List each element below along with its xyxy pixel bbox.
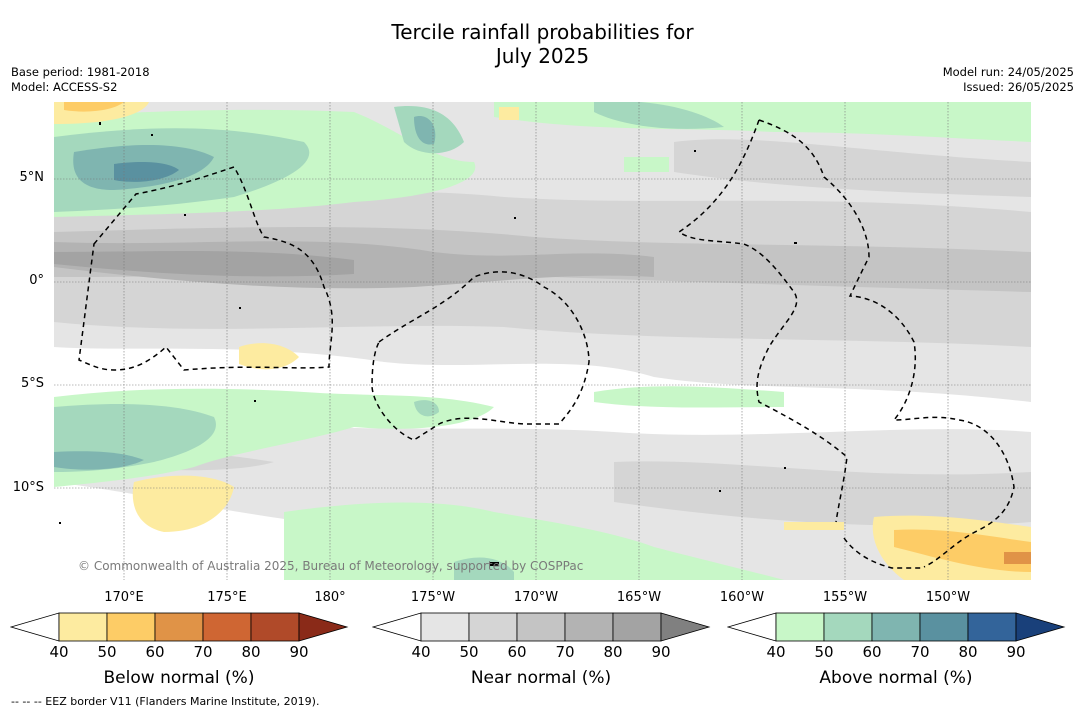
cb-near-tick-60: 60 <box>507 643 527 661</box>
cb-below-title: Below normal (%) <box>103 668 255 688</box>
cb-near-seg-1 <box>420 612 470 642</box>
colorbar-near <box>372 612 711 642</box>
cb-below-seg-6 <box>298 612 349 642</box>
cb-above-seg-2 <box>823 612 873 642</box>
lon-label-175w: 175°W <box>410 590 456 605</box>
lat-label-5n: 5°N <box>19 170 45 185</box>
cb-below-seg-1 <box>58 612 108 642</box>
base-period: Base period: 1981-2018 <box>11 65 150 79</box>
lon-label-155w: 155°W <box>822 590 868 605</box>
cb-below-seg-0 <box>10 612 60 642</box>
lon-label-170e: 170°E <box>104 590 144 605</box>
lon-label-150w: 150°W <box>925 590 971 605</box>
cb-near-seg-4 <box>564 612 614 642</box>
cb-above-title: Above normal (%) <box>819 668 973 688</box>
cb-near-tick-50: 50 <box>459 643 479 661</box>
issued-date: Issued: 26/05/2025 <box>963 80 1074 94</box>
cb-near-tick-70: 70 <box>555 643 575 661</box>
meta-left: Base period: 1981-2018 Model: ACCESS-S2 <box>11 65 150 95</box>
cb-above-seg-6 <box>1015 612 1066 642</box>
cb-above-tick-40: 40 <box>766 643 786 661</box>
cb-below-tick-40: 40 <box>49 643 69 661</box>
cb-near-seg-3 <box>516 612 566 642</box>
lat-label-5s: 5°S <box>20 376 44 391</box>
cb-below-tick-50: 50 <box>97 643 117 661</box>
cb-above-tick-70: 70 <box>910 643 930 661</box>
title-line-2: July 2025 <box>495 44 590 68</box>
cb-near-seg-6 <box>660 612 711 642</box>
model-name: Model: ACCESS-S2 <box>11 80 118 94</box>
map-title: Tercile rainfall probabilities for July … <box>0 20 1085 68</box>
cb-below-seg-5 <box>250 612 300 642</box>
lon-label-160w: 160°W <box>719 590 765 605</box>
cb-above-seg-5 <box>967 612 1017 642</box>
colorbar-above <box>727 612 1066 642</box>
copyright-text: © Commonwealth of Australia 2025, Bureau… <box>78 559 584 573</box>
meta-right: Model run: 24/05/2025 Issued: 26/05/2025 <box>943 65 1074 95</box>
cb-below-seg-2 <box>106 612 156 642</box>
cb-above-seg-0 <box>727 612 777 642</box>
title-line-1: Tercile rainfall probabilities for <box>391 20 694 44</box>
cb-near-seg-5 <box>612 612 662 642</box>
lon-label-175e: 175°E <box>207 590 247 605</box>
cb-near-tick-80: 80 <box>603 643 623 661</box>
cb-above-seg-4 <box>919 612 969 642</box>
cb-above-seg-3 <box>871 612 921 642</box>
cb-below-tick-60: 60 <box>145 643 165 661</box>
model-run: Model run: 24/05/2025 <box>942 65 1074 79</box>
lon-label-180: 180° <box>314 590 346 605</box>
cb-above-seg-1 <box>775 612 825 642</box>
lon-label-170w: 170°W <box>513 590 559 605</box>
cb-near-tick-90: 90 <box>651 643 671 661</box>
lon-label-165w: 165°W <box>616 590 662 605</box>
cb-above-tick-90: 90 <box>1006 643 1026 661</box>
cb-above-tick-60: 60 <box>862 643 882 661</box>
cb-below-seg-4 <box>202 612 252 642</box>
probability-map <box>54 102 1031 580</box>
cb-below-tick-80: 80 <box>241 643 261 661</box>
colorbar-below <box>10 612 349 642</box>
cb-near-tick-40: 40 <box>411 643 431 661</box>
cb-above-tick-50: 50 <box>814 643 834 661</box>
lat-label-0: 0° <box>29 273 44 288</box>
cb-below-seg-3 <box>154 612 204 642</box>
cb-below-tick-90: 90 <box>289 643 309 661</box>
eez-footnote: -- -- -- EEZ border V11 (Flanders Marine… <box>11 695 320 708</box>
cb-above-tick-80: 80 <box>958 643 978 661</box>
cb-below-tick-70: 70 <box>193 643 213 661</box>
cb-near-seg-0 <box>372 612 422 642</box>
cb-near-seg-2 <box>468 612 518 642</box>
lat-label-10s: 10°S <box>12 480 44 495</box>
cb-near-title: Near normal (%) <box>470 668 612 688</box>
